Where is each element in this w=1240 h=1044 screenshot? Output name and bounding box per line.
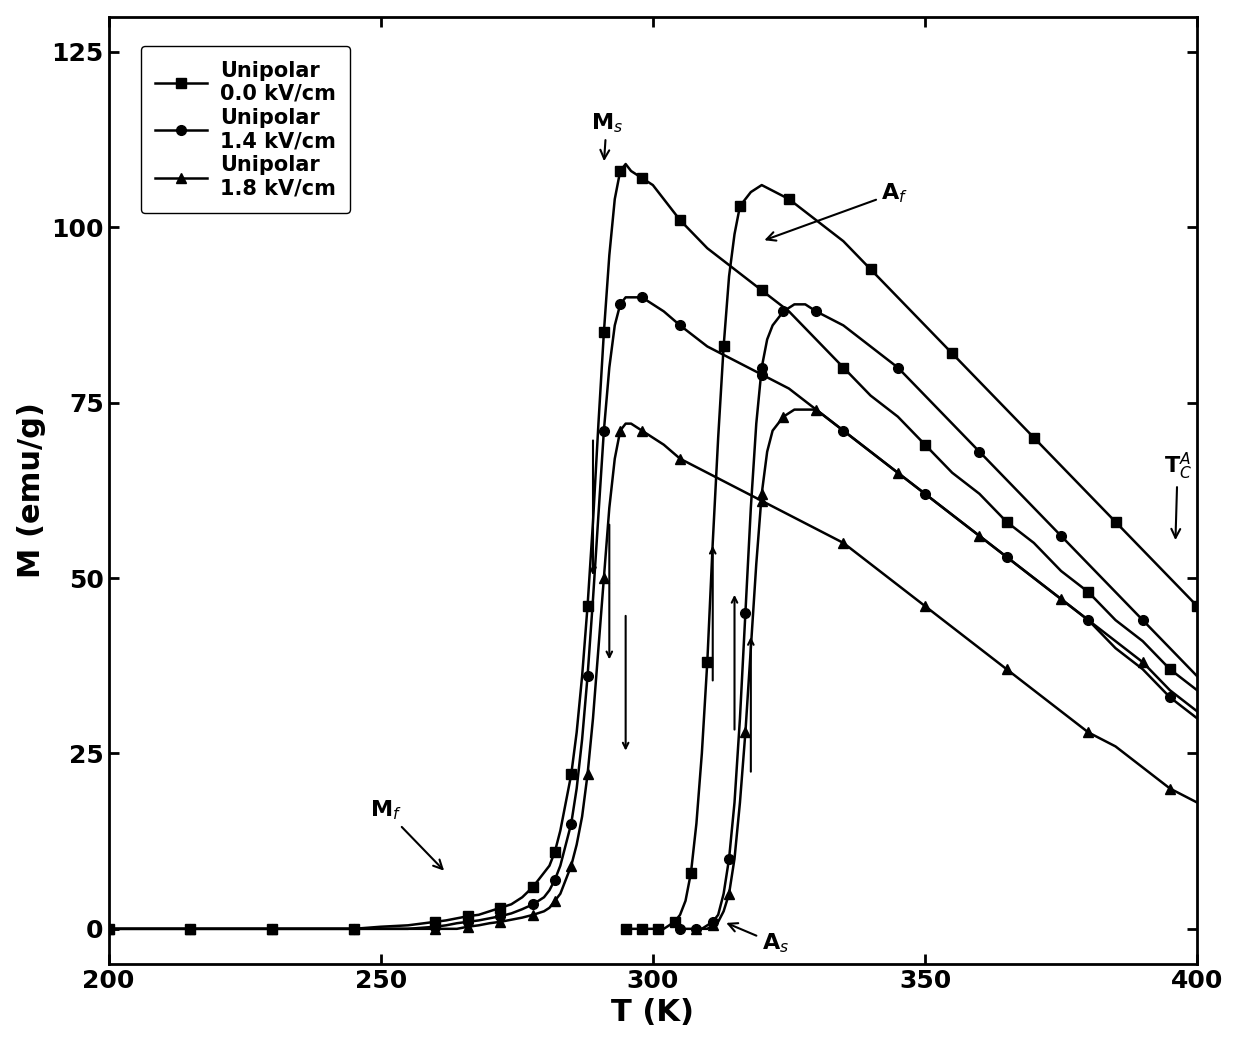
Unipolar
1.4 kV/cm bbox=[619, 291, 634, 304]
Unipolar
1.4 kV/cm bbox=[471, 915, 486, 927]
Unipolar
0.0 kV/cm bbox=[999, 516, 1014, 528]
Unipolar
1.8 kV/cm bbox=[619, 418, 634, 430]
Unipolar
1.8 kV/cm bbox=[102, 923, 117, 935]
Unipolar
1.4 kV/cm bbox=[624, 291, 639, 304]
Unipolar
0.0 kV/cm bbox=[428, 916, 443, 928]
Unipolar
1.4 kV/cm bbox=[1189, 712, 1204, 725]
Unipolar
1.8 kV/cm bbox=[1189, 797, 1204, 809]
Text: T$_C^A$: T$_C^A$ bbox=[1163, 450, 1192, 538]
Unipolar
1.8 kV/cm bbox=[428, 923, 443, 935]
Unipolar
0.0 kV/cm bbox=[619, 158, 634, 170]
Line: Unipolar
1.8 kV/cm: Unipolar 1.8 kV/cm bbox=[104, 419, 1202, 933]
Unipolar
1.8 kV/cm bbox=[237, 923, 252, 935]
Line: Unipolar
1.4 kV/cm: Unipolar 1.4 kV/cm bbox=[104, 292, 1202, 933]
Unipolar
1.4 kV/cm bbox=[999, 550, 1014, 563]
Unipolar
0.0 kV/cm bbox=[624, 165, 639, 177]
Unipolar
1.8 kV/cm bbox=[471, 919, 486, 931]
Line: Unipolar
0.0 kV/cm: Unipolar 0.0 kV/cm bbox=[104, 159, 1202, 933]
Unipolar
1.8 kV/cm bbox=[999, 663, 1014, 675]
Text: A$_f$: A$_f$ bbox=[766, 181, 908, 240]
Unipolar
1.8 kV/cm bbox=[580, 768, 595, 781]
Unipolar
1.4 kV/cm bbox=[580, 670, 595, 683]
Text: M$_f$: M$_f$ bbox=[370, 799, 443, 869]
Text: @ 100 Oe: @ 100 Oe bbox=[157, 60, 277, 79]
Unipolar
0.0 kV/cm bbox=[102, 923, 117, 935]
Unipolar
0.0 kV/cm bbox=[580, 600, 595, 613]
Unipolar
1.8 kV/cm bbox=[624, 418, 639, 430]
Unipolar
0.0 kV/cm bbox=[237, 923, 252, 935]
Unipolar
1.4 kV/cm bbox=[237, 923, 252, 935]
Y-axis label: M (emu/g): M (emu/g) bbox=[16, 402, 46, 578]
Unipolar
1.4 kV/cm bbox=[428, 921, 443, 933]
Unipolar
0.0 kV/cm bbox=[1189, 684, 1204, 696]
Text: M$_s$: M$_s$ bbox=[590, 111, 622, 159]
Unipolar
1.4 kV/cm bbox=[102, 923, 117, 935]
X-axis label: T (K): T (K) bbox=[611, 998, 694, 1027]
Unipolar
0.0 kV/cm bbox=[471, 908, 486, 921]
Legend: Unipolar
0.0 kV/cm, Unipolar
1.4 kV/cm, Unipolar
1.8 kV/cm: Unipolar 0.0 kV/cm, Unipolar 1.4 kV/cm, … bbox=[141, 46, 351, 213]
Text: A$_s$: A$_s$ bbox=[728, 923, 789, 955]
